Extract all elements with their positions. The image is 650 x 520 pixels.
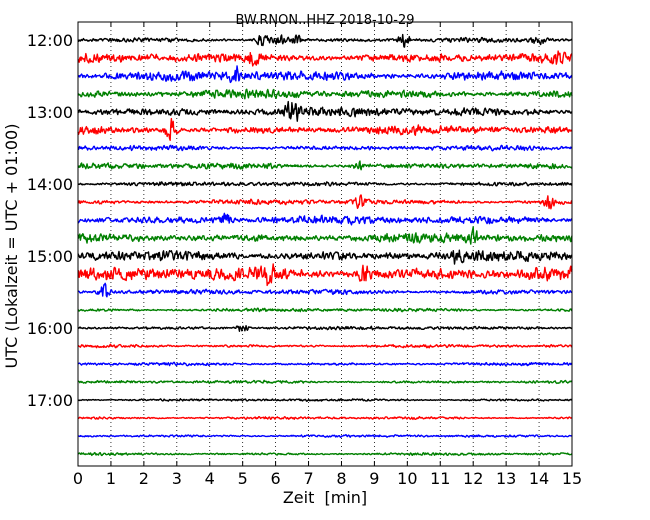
x-tick-label: 2: [139, 469, 149, 488]
x-tick-label: 11: [430, 469, 450, 488]
seismic-trace: [77, 100, 573, 122]
y-tick-label: 15:00: [27, 247, 73, 266]
seismic-trace: [77, 249, 573, 265]
x-tick-label: 3: [172, 469, 182, 488]
seismic-trace: [77, 451, 573, 457]
plot-frame: [77, 21, 573, 467]
x-tick-label: 10: [397, 469, 417, 488]
plot-area: [78, 22, 572, 466]
y-tick-label: 17:00: [27, 391, 73, 410]
x-tick-label: 12: [463, 469, 483, 488]
seismic-trace: [77, 325, 573, 332]
seismic-trace: [77, 398, 573, 403]
x-axis-ticks: 0 1 2 3 4 5 6 7 8 9 10 11 12 13 14 15: [73, 22, 582, 488]
seismic-trace: [77, 88, 573, 100]
seismic-trace: [77, 307, 573, 313]
x-tick-label: 6: [271, 469, 281, 488]
x-tick-label: 9: [369, 469, 379, 488]
seismic-trace: [77, 434, 573, 439]
seismic-trace: [77, 379, 573, 385]
seismic-trace: [77, 282, 573, 298]
y-tick-label: 14:00: [27, 175, 73, 194]
seismic-trace: [77, 343, 573, 349]
y-tick-label: 16:00: [27, 319, 73, 338]
seismic-trace: [77, 226, 573, 245]
seismic-trace: [77, 160, 573, 171]
seismic-trace: [77, 194, 573, 210]
y-axis-ticks: 12:00 13:00 14:00 15:00 16:00 17:00: [27, 31, 572, 410]
x-tick-label: 0: [73, 469, 83, 488]
seismic-trace: [77, 212, 573, 226]
seismic-trace: [77, 117, 573, 142]
seismic-trace: [77, 50, 573, 67]
x-tick-label: 5: [238, 469, 248, 488]
seismic-trace: [77, 33, 573, 48]
x-tick-label: 7: [303, 469, 313, 488]
x-axis-label: Zeit [min]: [283, 488, 367, 507]
x-tick-label: 15: [562, 469, 582, 488]
seismic-trace: [77, 144, 573, 152]
seismic-trace: [77, 361, 573, 367]
x-tick-label: 14: [529, 469, 549, 488]
y-axis-label: UTC (Lokalzeit = UTC + 01:00): [2, 124, 21, 369]
chart-title: BW.RNON..HHZ 2018-10-29: [235, 13, 414, 28]
x-tick-label: 8: [336, 469, 346, 488]
x-tick-label: 1: [106, 469, 116, 488]
x-tick-label: 13: [496, 469, 516, 488]
seismic-trace: [77, 65, 573, 84]
seismic-trace: [77, 415, 573, 421]
x-tick-label: 4: [205, 469, 215, 488]
seismic-trace: [77, 181, 573, 187]
y-tick-label: 13:00: [27, 103, 73, 122]
trace-group: [77, 33, 573, 457]
seismic-trace: [77, 263, 573, 287]
y-tick-label: 12:00: [27, 31, 73, 50]
